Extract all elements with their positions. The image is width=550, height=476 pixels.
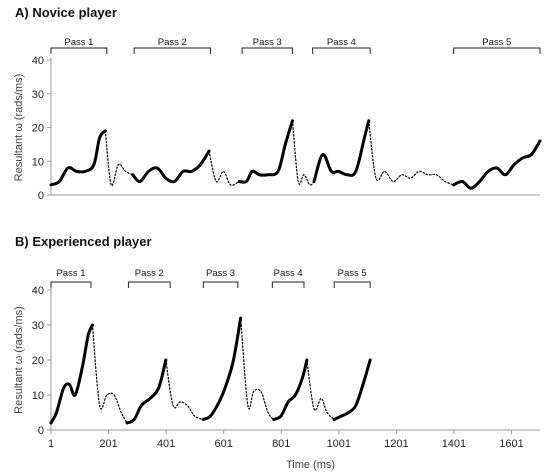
panel-a-pass-4-bracket (312, 47, 371, 54)
panel-b-y-axis-label: Resultant ω (rads/ms) (13, 306, 25, 414)
panel-b-pass-1-label: Pass 1 (56, 268, 85, 279)
panel-b-pass-3-label: Pass 3 (206, 268, 235, 279)
panel-a-pass-3-bracket (241, 47, 293, 54)
panel-b-x-tick-label: 1001 (327, 438, 351, 450)
panel-a-y-tick-label: 0 (38, 190, 44, 202)
panel-a-y-tick-label: 40 (32, 55, 44, 67)
panel-a-title: A) Novice player (15, 5, 117, 20)
panel-b-x-tick-label: 1601 (499, 438, 523, 450)
panel-b-y-tick-label: 30 (32, 320, 44, 332)
panel-a-series-segment-3-solid (131, 149, 211, 184)
panel-b-series-segment-3-solid (125, 358, 168, 425)
panel-b-series-segment-9-solid (332, 358, 372, 421)
panel-a-series-segment-4-dotted (208, 150, 240, 186)
panel-b-y-tick-label: 10 (32, 390, 44, 402)
panel-b-x-tick-label: 1201 (384, 438, 408, 450)
panel-a-series-segment-8-dotted (368, 120, 455, 186)
panel-b-y-tick-label: 40 (32, 285, 44, 297)
panel-b-pass-1-bracket (50, 281, 92, 288)
panel-a-series-segment-5-solid (237, 119, 294, 184)
panel-a-pass-3-label: Pass 3 (253, 37, 282, 48)
panel-b-pass-4-bracket (271, 281, 305, 288)
panel-b-x-tick-label: 401 (157, 438, 175, 450)
panel-b-title: B) Experienced player (15, 234, 152, 249)
panel-b-series-segment-8-dotted (306, 359, 335, 421)
panel-b-series-segment-1-solid (49, 323, 94, 425)
panel-a-pass-2-bracket (133, 47, 211, 54)
panel-a-y-tick-label: 20 (32, 123, 44, 135)
panel-b-y-tick-label: 0 (38, 425, 44, 437)
panel-a-y-axis-label: Resultant ω (rads/ms) (13, 74, 25, 182)
panel-b-series-segment-4-dotted (165, 359, 204, 421)
panel-a-series-segment-6-dotted (291, 120, 315, 186)
panel-b-pass-4-label: Pass 4 (274, 268, 303, 279)
panel-a-pass-1-label: Pass 1 (64, 37, 93, 48)
panel-a-series-segment-2-dotted (104, 130, 134, 187)
panel-b-x-tick-label: 801 (272, 438, 290, 450)
panel-b-x-tick-label: 601 (215, 438, 233, 450)
panel-b-series-segment-5-solid (201, 316, 243, 421)
panel-a-series-segment-9-solid (452, 139, 542, 190)
panel-b-y-tick-label: 20 (32, 355, 44, 367)
panel-a-y-tick-label: 10 (32, 156, 44, 168)
panel-b: B) Experienced player Resultant ω (rads/m… (13, 234, 540, 471)
panel-b-x-tick-label: 1401 (442, 438, 466, 450)
panel-a-pass-2-label: Pass 2 (158, 37, 187, 48)
panel-b-pass-2-bracket (127, 281, 171, 288)
panel-a-pass-1-bracket (50, 47, 108, 54)
panel-a-series-segment-7-solid (312, 119, 371, 183)
panel-b-series-segment-7-solid (272, 358, 309, 421)
panel-b-pass-5-bracket (333, 281, 371, 288)
panel-b-pass-3-bracket (202, 281, 239, 288)
panel-b-pass-2-label: Pass 2 (135, 268, 164, 279)
panel-a-pass-4-label: Pass 4 (327, 37, 356, 48)
panel-a-pass-5-bracket (453, 47, 541, 54)
panel-b-x-tick-label: 201 (99, 438, 117, 450)
panel-b-x-tick-label: 1 (48, 438, 54, 450)
panel-b-pass-5-label: Pass 5 (338, 268, 367, 279)
panel-b-series-segment-2-dotted (91, 324, 128, 424)
panel-a: A) Novice player Resultant ω (rads/ms) 0 10… (13, 5, 542, 202)
panel-b-series-segment-6-dotted (240, 317, 275, 421)
panel-a-pass-5-label: Pass 5 (482, 37, 511, 48)
panel-b-x-axis-label: Time (ms) (286, 459, 335, 471)
panel-a-series-segment-1-solid (49, 129, 107, 187)
panel-a-y-tick-label: 30 (32, 89, 44, 101)
